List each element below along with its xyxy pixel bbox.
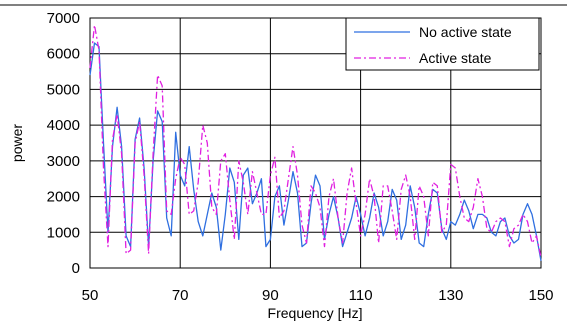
x-axis-title: Frequency [Hz] (268, 305, 363, 321)
y-tick-label: 6000 (47, 46, 80, 63)
x-tick-label: 110 (349, 287, 373, 304)
x-tick-label: 130 (438, 287, 463, 304)
y-tick-label: 7000 (47, 10, 80, 27)
legend-box (345, 17, 540, 71)
y-tick-label: 3000 (47, 153, 80, 170)
y-tick-label: 4000 (47, 117, 80, 134)
y-tick-label: 5000 (47, 81, 80, 98)
x-tick-label: 70 (172, 287, 189, 304)
y-tick-label: 2000 (47, 189, 80, 206)
plot-area (89, 17, 542, 269)
x-tick-label: 50 (82, 287, 99, 304)
series-layer (89, 24, 542, 262)
y-axis-ticks: 0 1000 2000 3000 4000 5000 6000 7000 (47, 10, 80, 277)
y-tick-label: 1000 (47, 224, 80, 241)
legend: No active state Active state (345, 17, 540, 71)
x-tick-label: 150 (528, 287, 553, 304)
y-axis-title: power (9, 124, 25, 162)
y-tick-label: 0 (72, 260, 80, 277)
legend-label-active-state: Active state (419, 50, 492, 66)
x-axis-ticks: 50 70 90 110 130 150 (82, 287, 554, 304)
legend-label-no-active-state: No active state (419, 24, 512, 40)
x-tick-label: 90 (262, 287, 279, 304)
